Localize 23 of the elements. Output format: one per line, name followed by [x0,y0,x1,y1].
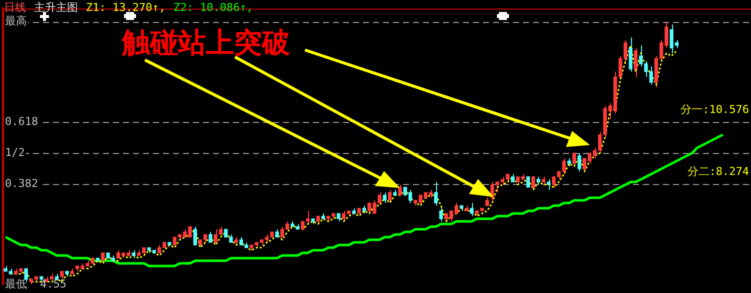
candlestick [526,176,530,188]
candlestick [434,181,438,206]
y-tick-label: 最低 [5,277,27,290]
candlestick [546,178,550,190]
candlestick [439,208,443,222]
candlestick [398,184,402,196]
candlestick [470,202,474,217]
candlestick [572,152,576,164]
candlestick [388,189,392,201]
candlestick [578,152,582,172]
y-tick-label: 1/2 [5,146,25,159]
y-tick-label: 0.618 [5,114,38,128]
annotation: 分一:10.576 [680,102,749,116]
annotation: 4.55 [40,277,66,290]
candlestick [531,176,536,190]
y-tick-label: 最高 [5,14,27,28]
annotation: 触碰站上突破 [122,26,290,61]
candlestick [193,226,197,246]
candlestick [628,36,632,72]
annotation: 分二:8.274 [687,164,750,178]
candlestick [634,48,638,78]
candlestick [208,231,212,243]
y-tick-label: 0.382 [5,176,38,190]
